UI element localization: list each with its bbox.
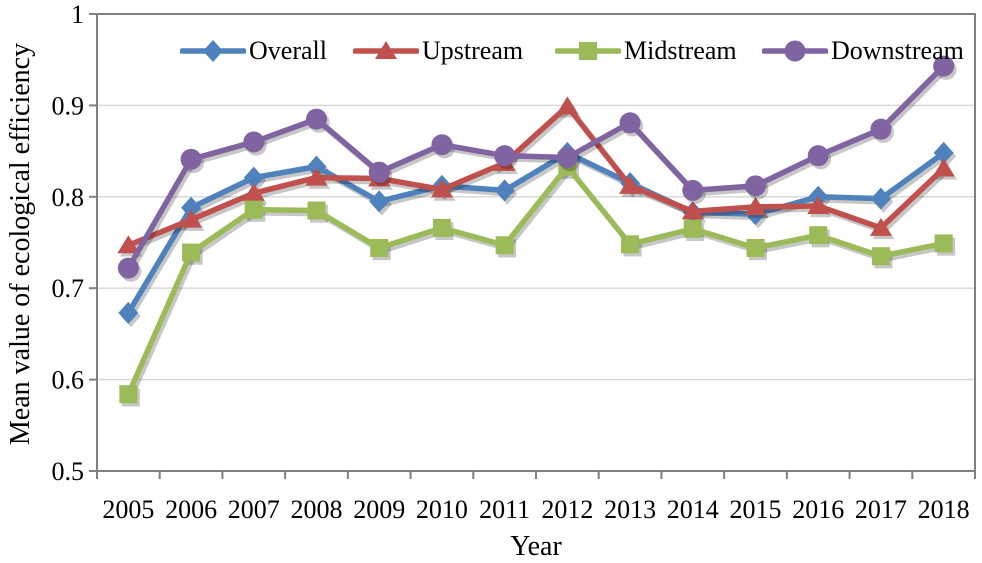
data-point-overall-2009 <box>369 190 390 213</box>
x-tick-label: 2017 <box>855 495 907 524</box>
data-point-downstream-2018 <box>933 55 955 77</box>
x-tick-label: 2005 <box>102 495 154 524</box>
legend-glyph-downstream <box>784 40 806 62</box>
legend-glyph-midstream <box>579 42 597 60</box>
data-point-downstream-2015 <box>745 175 766 197</box>
x-tick-label: 2011 <box>479 495 530 524</box>
data-point-midstream-2014 <box>683 219 702 238</box>
data-point-overall-2018 <box>933 141 954 164</box>
series-shadow-line-downstream <box>128 66 949 275</box>
legend-item-overall: Overall <box>180 36 327 66</box>
series-midstream <box>119 157 953 404</box>
y-tick-label: 0.7 <box>52 274 85 303</box>
data-point-upstream-2006 <box>180 209 203 228</box>
x-tick-label: 2014 <box>667 495 719 524</box>
data-point-upstream-2016 <box>807 195 830 214</box>
data-point-midstream-2017 <box>871 247 890 266</box>
y-tick-label: 0.8 <box>52 183 85 212</box>
legend-label-midstream: Midstream <box>624 36 737 65</box>
legend-glyph-upstream <box>375 41 397 59</box>
data-point-midstream-2013 <box>621 235 640 254</box>
x-tick-label: 2015 <box>730 495 782 524</box>
x-tick-label: 2009 <box>353 495 405 524</box>
data-point-downstream-2014 <box>682 179 704 201</box>
data-point-upstream-2018 <box>932 158 955 177</box>
data-point-upstream-2007 <box>242 183 265 202</box>
data-point-downstream-2006 <box>180 148 202 170</box>
series-overall <box>118 141 954 324</box>
data-point-upstream-2012 <box>556 96 579 115</box>
data-point-overall-2008 <box>306 155 327 178</box>
data-point-downstream-2005 <box>117 257 139 279</box>
data-point-midstream-2008 <box>307 201 326 220</box>
data-point-upstream-2015 <box>744 196 767 215</box>
series-line-upstream <box>125 103 947 248</box>
data-point-midstream-2009 <box>370 238 389 257</box>
x-tick-label: 2016 <box>792 495 844 524</box>
x-axis-title: Year <box>510 531 562 562</box>
y-tick-label: 0.6 <box>52 366 85 395</box>
legend-item-midstream: Midstream <box>555 36 737 66</box>
data-point-overall-2006 <box>181 196 202 219</box>
data-point-overall-2011 <box>494 179 515 202</box>
legend-label-downstream: Downstream <box>831 36 964 65</box>
data-point-midstream-2010 <box>432 218 451 237</box>
data-point-upstream-2014 <box>681 201 704 220</box>
legend-item-downstream: Downstream <box>762 36 964 66</box>
series-line-overall <box>125 150 947 316</box>
data-point-upstream-2013 <box>619 175 642 194</box>
data-point-midstream-2011 <box>495 236 514 255</box>
data-point-midstream-2007 <box>244 200 263 219</box>
x-tick-label: 2018 <box>918 495 970 524</box>
legend-marker-upstream-icon <box>353 41 419 59</box>
legend-glyph-overall <box>203 40 223 62</box>
legend-marker-midstream-icon <box>555 42 621 60</box>
y-tick-label: 1 <box>71 0 84 29</box>
data-point-downstream-2011 <box>494 145 516 167</box>
data-point-downstream-2008 <box>306 108 327 130</box>
data-point-midstream-2005 <box>119 385 138 404</box>
data-point-downstream-2013 <box>619 112 641 134</box>
series-upstream <box>117 96 955 254</box>
data-point-downstream-2010 <box>431 134 453 156</box>
legend-marker-downstream-icon <box>762 40 828 62</box>
y-tick-label: 0.5 <box>52 457 85 486</box>
y-tick-label: 0.9 <box>52 91 85 120</box>
series-line-downstream <box>125 63 947 271</box>
data-point-downstream-2009 <box>368 161 390 183</box>
x-tick-label: 2010 <box>416 495 468 524</box>
series-downstream <box>117 55 955 279</box>
data-point-midstream-2015 <box>746 238 765 257</box>
data-point-midstream-2016 <box>809 226 828 245</box>
data-point-downstream-2007 <box>243 131 265 153</box>
data-point-downstream-2017 <box>870 118 892 140</box>
data-point-overall-2005 <box>118 301 139 324</box>
series-shadow-line-overall <box>128 153 949 319</box>
data-point-upstream-2005 <box>117 235 140 254</box>
data-point-overall-2017 <box>870 187 891 210</box>
legend-label-upstream: Upstream <box>422 36 524 65</box>
legend-label-overall: Overall <box>249 36 327 65</box>
series-line-midstream <box>125 163 947 397</box>
data-point-overall-2007 <box>243 166 264 189</box>
y-axis-title: Mean value of ecological efficiency <box>5 42 36 446</box>
x-tick-label: 2007 <box>228 495 280 524</box>
legend-item-upstream: Upstream <box>353 36 523 66</box>
x-tick-label: 2006 <box>165 495 217 524</box>
data-point-midstream-2006 <box>182 243 201 262</box>
data-point-upstream-2017 <box>869 217 892 236</box>
legend-marker-overall-icon <box>180 40 246 62</box>
data-point-downstream-2016 <box>807 145 829 167</box>
data-point-midstream-2018 <box>934 234 953 253</box>
x-tick-label: 2008 <box>291 495 343 524</box>
data-point-upstream-2008 <box>305 167 328 186</box>
data-point-upstream-2010 <box>430 179 453 198</box>
x-tick-label: 2012 <box>541 495 593 524</box>
data-point-downstream-2012 <box>556 146 578 168</box>
x-tick-label: 2013 <box>604 495 656 524</box>
